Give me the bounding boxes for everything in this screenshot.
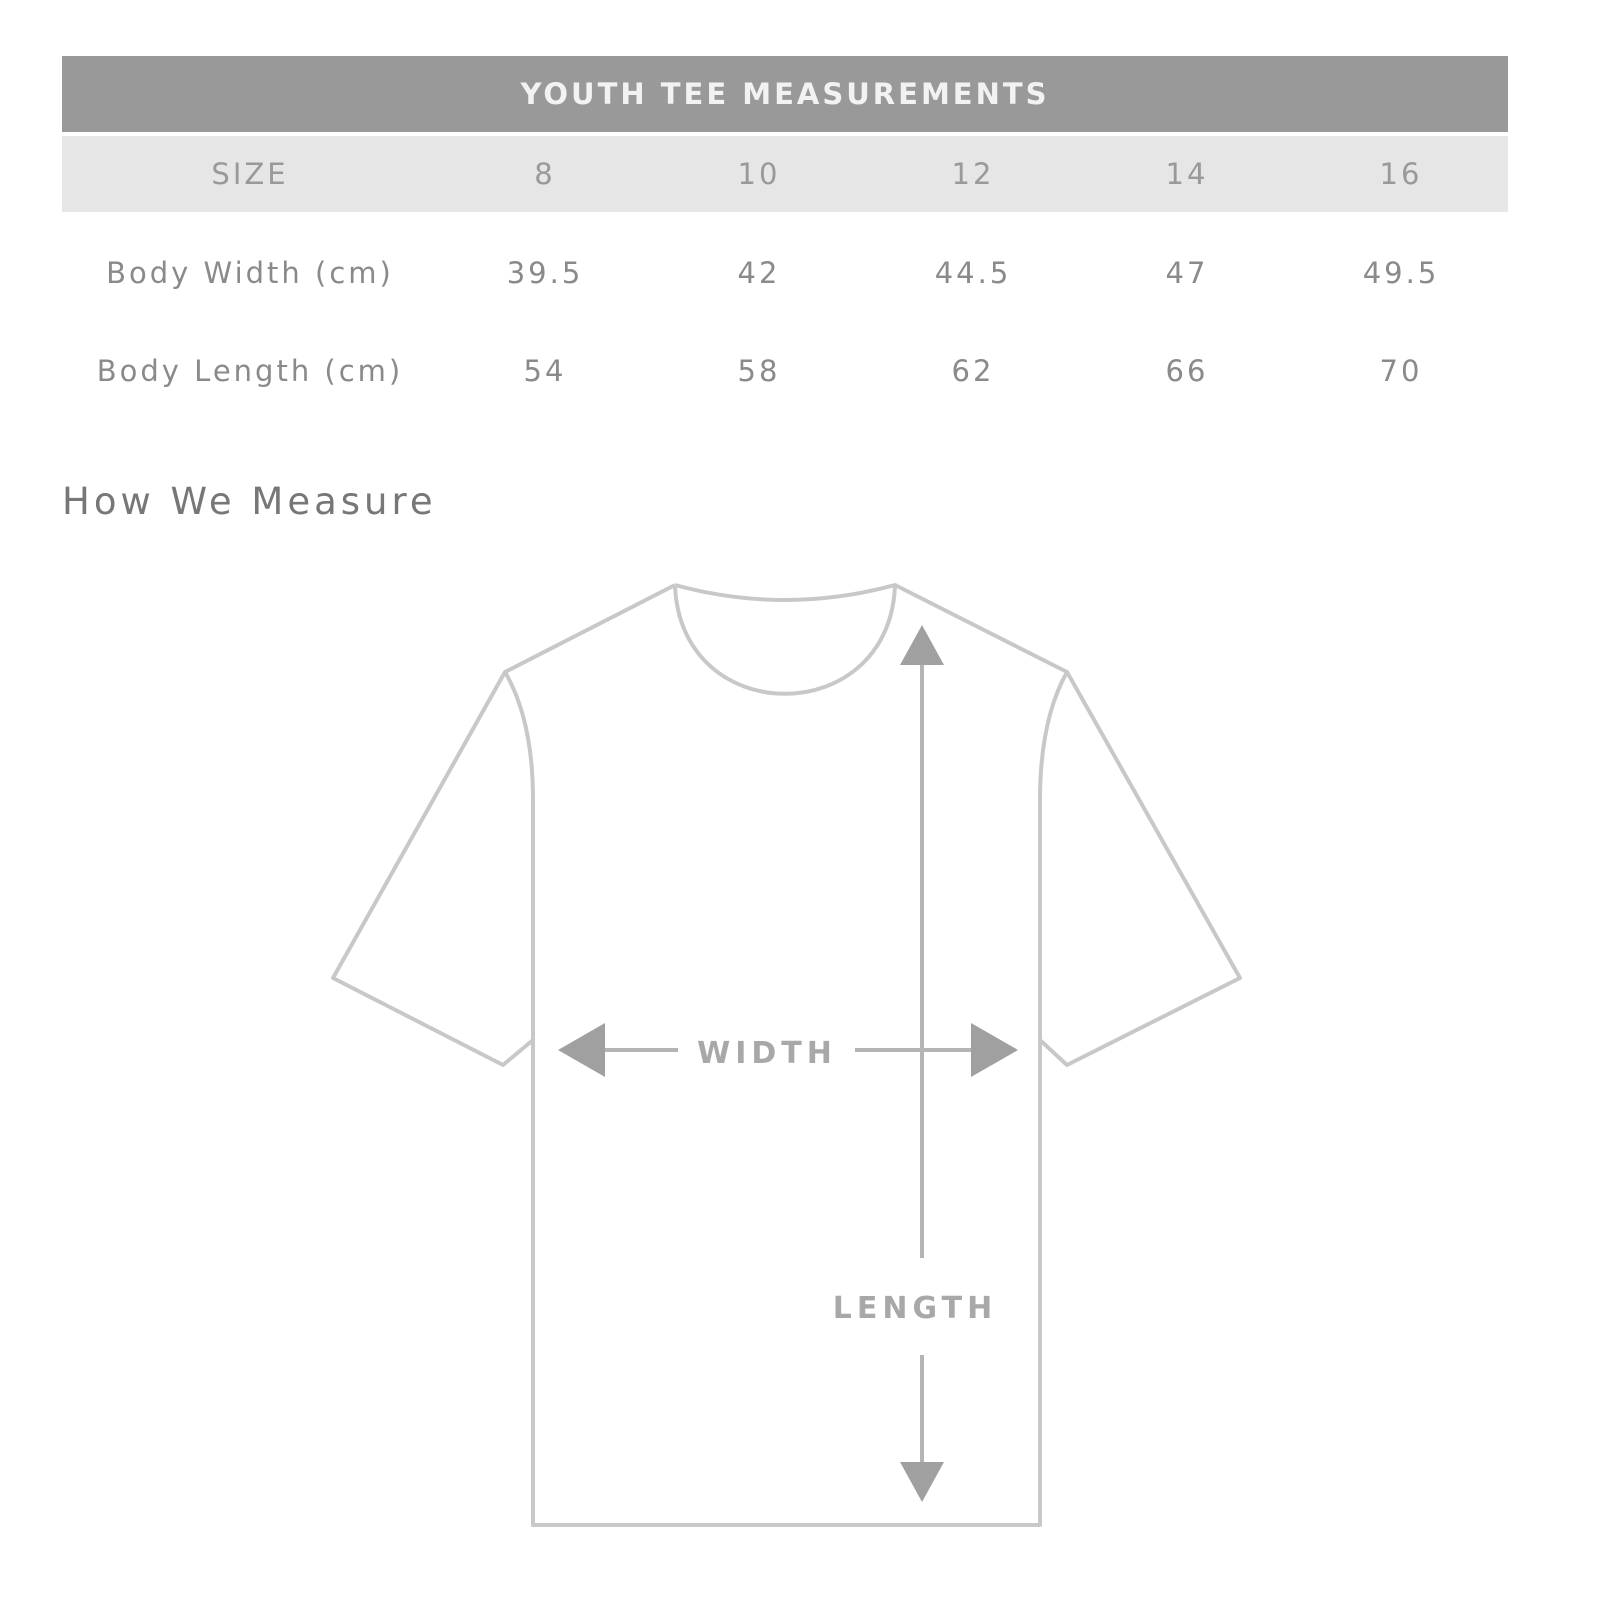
size-cell: 8: [534, 157, 556, 191]
width-label: WIDTH: [697, 1036, 837, 1071]
table-cell: 66: [1165, 354, 1209, 388]
table-cell: 70: [1379, 354, 1423, 388]
table-row-body-width: Body Width (cm) 39.5 42 44.5 47 49.5: [62, 224, 1508, 322]
size-cell: 10: [737, 157, 781, 191]
size-cell: 16: [1379, 157, 1423, 191]
arrow-right-icon: [971, 1023, 1018, 1077]
measurements-table: YOUTH TEE MEASUREMENTS SIZE 8 10 12 14 1…: [62, 56, 1508, 420]
size-header-row: SIZE 8 10 12 14 16: [62, 136, 1508, 212]
table-cell: 39.5: [506, 256, 584, 290]
table-cell: 42: [737, 256, 781, 290]
table-cell: 62: [951, 354, 995, 388]
size-cell: 14: [1165, 157, 1209, 191]
arrow-left-icon: [558, 1023, 605, 1077]
table-cell: 49.5: [1362, 256, 1440, 290]
length-label: LENGTH: [833, 1291, 997, 1326]
table-cell: 54: [523, 354, 567, 388]
tshirt-neckline: [673, 584, 897, 696]
row-label: Body Width (cm): [106, 256, 394, 290]
table-title: YOUTH TEE MEASUREMENTS: [62, 56, 1508, 132]
table-row-body-length: Body Length (cm) 54 58 62 66 70: [62, 322, 1508, 420]
arrow-up-icon: [900, 625, 944, 665]
row-label: Body Length (cm): [96, 354, 404, 388]
size-label: SIZE: [211, 157, 289, 191]
table-cell: 47: [1165, 256, 1209, 290]
arrow-down-icon: [900, 1462, 944, 1502]
table-cell: 58: [737, 354, 781, 388]
tshirt-outline: [331, 583, 1242, 1527]
how-we-measure-heading: How We Measure: [62, 480, 437, 523]
size-cell: 12: [951, 157, 995, 191]
table-cell: 44.5: [934, 256, 1012, 290]
